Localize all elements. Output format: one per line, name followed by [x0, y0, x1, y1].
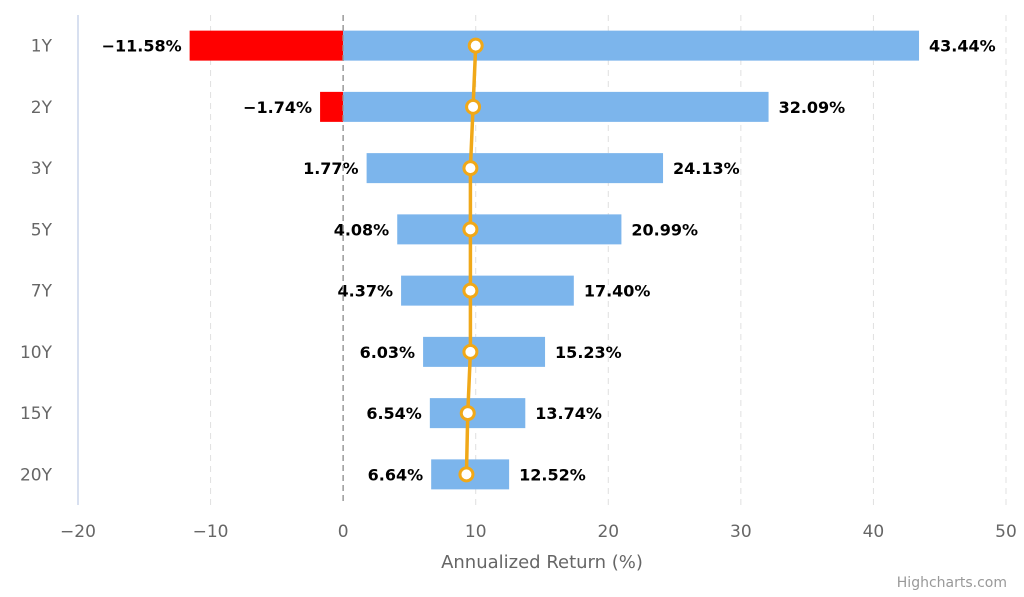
line-marker — [467, 37, 484, 54]
data-labels: −11.58% 43.44% −1.74% 32.09% 1.77% 24.13% 4.08… — [102, 37, 996, 485]
bar-positive — [401, 275, 574, 306]
x-tick-label: 0 — [338, 522, 349, 542]
x-tick-label: −10 — [193, 522, 229, 542]
low-value-label: 6.03% — [360, 343, 416, 362]
bar-positive — [343, 30, 920, 61]
x-tick-label: 20 — [597, 522, 619, 542]
bar-positive — [397, 214, 622, 245]
y-tick-label: 2Y — [31, 98, 53, 118]
low-value-label: 1.77% — [303, 159, 359, 178]
line-marker — [462, 221, 479, 238]
low-value-label: 4.37% — [338, 282, 394, 301]
line-marker — [462, 343, 479, 360]
low-value-label: 6.64% — [368, 465, 424, 484]
bar-positive — [429, 398, 526, 429]
high-value-label: 24.13% — [673, 159, 740, 178]
high-value-label: 43.44% — [929, 37, 996, 56]
bar-positive — [366, 153, 664, 184]
average-line-path — [464, 45, 478, 475]
high-value-label: 32.09% — [779, 98, 846, 117]
line-marker — [458, 466, 475, 483]
high-value-label: 17.40% — [584, 282, 651, 301]
high-value-label: 20.99% — [631, 220, 698, 239]
x-tick-label: 40 — [863, 522, 885, 542]
x-tick-label: 30 — [730, 522, 752, 542]
y-tick-label: 5Y — [31, 220, 53, 240]
high-value-label: 13.74% — [535, 404, 602, 423]
grid-lines — [77, 15, 1007, 505]
low-value-label: −11.58% — [102, 37, 182, 56]
x-tick-label: 50 — [995, 522, 1017, 542]
bars — [189, 30, 920, 490]
axes: 1Y 2Y 3Y 5Y 7Y 10Y 15Y 20Y −20 −10 0 10 20 30 40 50 — [20, 15, 1017, 542]
bar-positive — [423, 336, 546, 367]
x-tick-label: −20 — [60, 522, 96, 542]
low-value-label: 6.54% — [366, 404, 422, 423]
bar-negative — [189, 30, 344, 61]
bar-positive — [343, 91, 769, 122]
x-axis-title: Annualized Return (%) — [441, 552, 643, 573]
y-tick-label: 15Y — [20, 404, 53, 424]
line-marker — [462, 282, 479, 299]
high-value-label: 15.23% — [555, 343, 622, 362]
low-value-label: −1.74% — [243, 98, 312, 117]
credits-link[interactable]: Highcharts.com — [896, 575, 1007, 591]
y-tick-label: 3Y — [31, 159, 53, 179]
line-marker — [465, 98, 482, 115]
line-marker — [462, 160, 479, 177]
x-tick-label: 10 — [465, 522, 487, 542]
y-tick-label: 20Y — [20, 465, 53, 485]
y-tick-label: 1Y — [31, 37, 53, 57]
line-marker — [459, 405, 476, 422]
y-tick-label: 10Y — [20, 343, 53, 363]
y-tick-label: 7Y — [31, 282, 53, 302]
high-value-label: 12.52% — [519, 465, 586, 484]
low-value-label: 4.08% — [334, 220, 390, 239]
average-line — [458, 37, 484, 483]
bar-negative — [320, 91, 344, 122]
